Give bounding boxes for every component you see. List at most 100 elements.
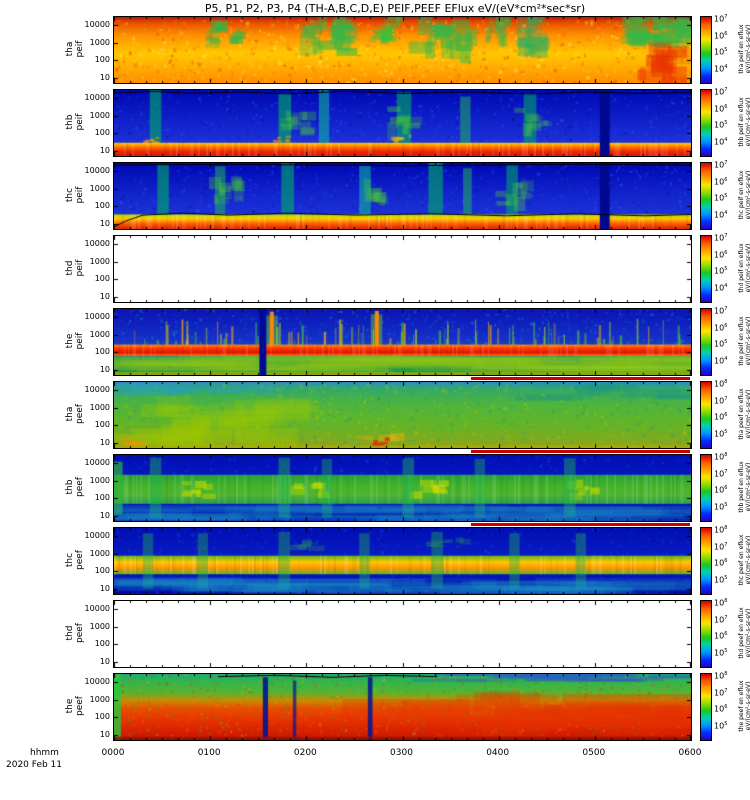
colorbar-tick-label: 104 xyxy=(714,136,728,147)
colorbar-tick-label: 107 xyxy=(714,541,728,552)
colorbar-tick-label: 104 xyxy=(714,355,728,366)
x-axis-date-label: 2020 Feb 11 xyxy=(6,760,63,770)
y-tick-label: 10000 xyxy=(84,20,110,30)
y-tick-label: 100 xyxy=(94,201,110,211)
y-tick-label: 10000 xyxy=(84,531,110,541)
y-tick-label: 10 xyxy=(99,729,110,739)
y-tick-label: 10000 xyxy=(84,166,110,176)
y-tick-label: 10 xyxy=(99,72,110,82)
x-axis-unit-label: hhmm xyxy=(30,748,59,758)
x-tick-label: 0200 xyxy=(293,748,317,758)
colorbar-tick-label: 105 xyxy=(714,720,728,731)
x-tick-label: 0300 xyxy=(390,748,413,758)
y-tick-label: 10 xyxy=(99,510,110,520)
colorbar-tick-label: 106 xyxy=(714,412,728,422)
y-tick-label: 10000 xyxy=(84,677,110,687)
colorbar-title-thd-peef: thd peef en eflux eV/(cm²-s-sr-eV) xyxy=(738,607,750,659)
colorbar-tick-label: 106 xyxy=(714,176,728,187)
colorbar-tick-label: 105 xyxy=(714,428,728,439)
y-tick-label: 10000 xyxy=(84,312,110,322)
colorbar-the-peif xyxy=(700,308,712,376)
colorbar-tick-label: 107 xyxy=(714,395,728,406)
y-tick-label: 1000 xyxy=(89,329,110,339)
y-tick-label: 1000 xyxy=(89,548,110,558)
y-tick-label: 100 xyxy=(94,566,110,576)
colorbar-tick-label: 106 xyxy=(714,30,728,41)
colorbar-thc-peif xyxy=(700,162,712,230)
y-tick-label: 100 xyxy=(94,712,110,722)
y-tick-label: 1000 xyxy=(89,110,110,120)
y-tick-label: 10000 xyxy=(84,604,110,614)
colorbar-thb-peif xyxy=(700,89,712,157)
data-quality-bar xyxy=(470,450,690,453)
spectrogram-thb-peif xyxy=(113,89,692,157)
y-tick-label: 100 xyxy=(94,55,110,65)
spectrogram-thc-peef xyxy=(113,527,692,595)
y-tick-label: 10 xyxy=(99,437,110,447)
colorbar-tick-label: 105 xyxy=(714,47,728,57)
y-tick-label: 10000 xyxy=(84,458,110,468)
colorbar-title-thd-peif: thd peif en eflux eV/(cm²-s-sr-eV) xyxy=(738,243,750,293)
spectrogram-tha-peif xyxy=(113,16,692,84)
colorbar-title-thb-peef: thb peef en eflux eV/(cm²-s-sr-eV) xyxy=(738,461,750,513)
spectrogram-thb-peef xyxy=(113,454,692,522)
panel-row-thc-peef: thc peef 10000 1000 100 10 108 107 106 105 thc pee… xyxy=(0,525,750,595)
x-tick-label: 0400 xyxy=(486,748,510,758)
colorbar-tick-label: 105 xyxy=(714,120,728,130)
y-tick-label: 1000 xyxy=(89,183,110,193)
colorbar-title-the-peef: the peef en eflux eV/(cm²-s-sr-eV) xyxy=(738,680,750,732)
x-tick-label: 0600 xyxy=(678,748,702,758)
colorbar-thd-peef xyxy=(700,600,712,668)
colorbar-tick-label: 106 xyxy=(714,631,728,641)
colorbar-title-the-peif: the peif en eflux eV/(cm²-s-sr-eV) xyxy=(738,316,750,366)
colorbar-tick-label: 104 xyxy=(714,209,728,220)
colorbar-tick-label: 108 xyxy=(714,379,728,389)
spectrogram-thd-peif xyxy=(113,235,692,303)
colorbar-tick-label: 106 xyxy=(714,249,728,260)
y-tick-label: 10000 xyxy=(84,239,110,249)
colorbar-tick-label: 107 xyxy=(714,14,728,24)
colorbar-tick-label: 107 xyxy=(714,160,728,170)
y-tick-label: 100 xyxy=(94,420,110,430)
colorbar-tick-label: 105 xyxy=(714,193,728,203)
spectrogram-the-peef xyxy=(113,673,692,741)
data-quality-bar xyxy=(470,377,690,380)
panel-row-thb-peif: thb peif 10000 1000 100 10 107 106 105 104 thb pei… xyxy=(0,87,750,157)
y-tick-label: 100 xyxy=(94,347,110,357)
colorbar-tick-label: 105 xyxy=(714,647,728,658)
y-tick-label: 1000 xyxy=(89,694,110,704)
x-tick-label: 0100 xyxy=(197,748,221,758)
y-tick-label: 1000 xyxy=(89,475,110,485)
colorbar-title-tha-peef: tha peef en eflux eV/(cm²-s-sr-eV) xyxy=(738,388,750,440)
colorbar-thb-peef xyxy=(700,454,712,522)
y-tick-label: 1000 xyxy=(89,402,110,412)
spectrogram-the-peif xyxy=(113,308,692,376)
panel-row-tha-peef: tha peef 10000 1000 100 10 108 107 106 105 tha pee… xyxy=(0,379,750,449)
colorbar-tick-label: 107 xyxy=(714,468,728,479)
colorbar-the-peef xyxy=(700,673,712,741)
y-tick-label: 100 xyxy=(94,493,110,503)
colorbar-tick-label: 107 xyxy=(714,233,728,243)
spectrogram-thc-peif xyxy=(113,162,692,230)
colorbar-tick-label: 106 xyxy=(714,704,728,714)
panel-row-thc-peif: thc peif 10000 1000 100 10 107 106 105 104 thc pei… xyxy=(0,160,750,230)
y-tick-label: 10 xyxy=(99,291,110,301)
y-tick-label: 100 xyxy=(94,274,110,284)
colorbar-tick-label: 105 xyxy=(714,339,728,349)
colorbar-title-tha-peif: tha peif en eflux eV/(cm²-s-sr-eV) xyxy=(738,24,750,74)
plot-title: P5, P1, P2, P3, P4 (TH-A,B,C,D,E) PEIF,P… xyxy=(204,2,586,15)
panel-row-tha-peif: tha peif 10000 1000 100 10 107 106 105 104 tha pei… xyxy=(0,14,750,84)
colorbar-title-thc-peif: thc peif en eflux eV/(cm²-s-sr-eV) xyxy=(738,170,750,220)
spectrogram-tha-peef xyxy=(113,381,692,449)
y-tick-label: 1000 xyxy=(89,37,110,47)
colorbar-tha-peef xyxy=(700,381,712,449)
colorbar-tick-label: 104 xyxy=(714,63,728,74)
colorbar-tick-label: 108 xyxy=(714,598,728,608)
colorbar-title-thc-peef: thc peef en eflux eV/(cm²-s-sr-eV) xyxy=(738,534,750,586)
colorbar-tick-label: 105 xyxy=(714,501,728,512)
data-quality-bar xyxy=(470,523,690,526)
y-tick-label: 1000 xyxy=(89,256,110,266)
panel-row-the-peif: the peif 10000 1000 100 10 107 106 105 104 the pei… xyxy=(0,306,750,376)
colorbar-tick-label: 107 xyxy=(714,687,728,698)
